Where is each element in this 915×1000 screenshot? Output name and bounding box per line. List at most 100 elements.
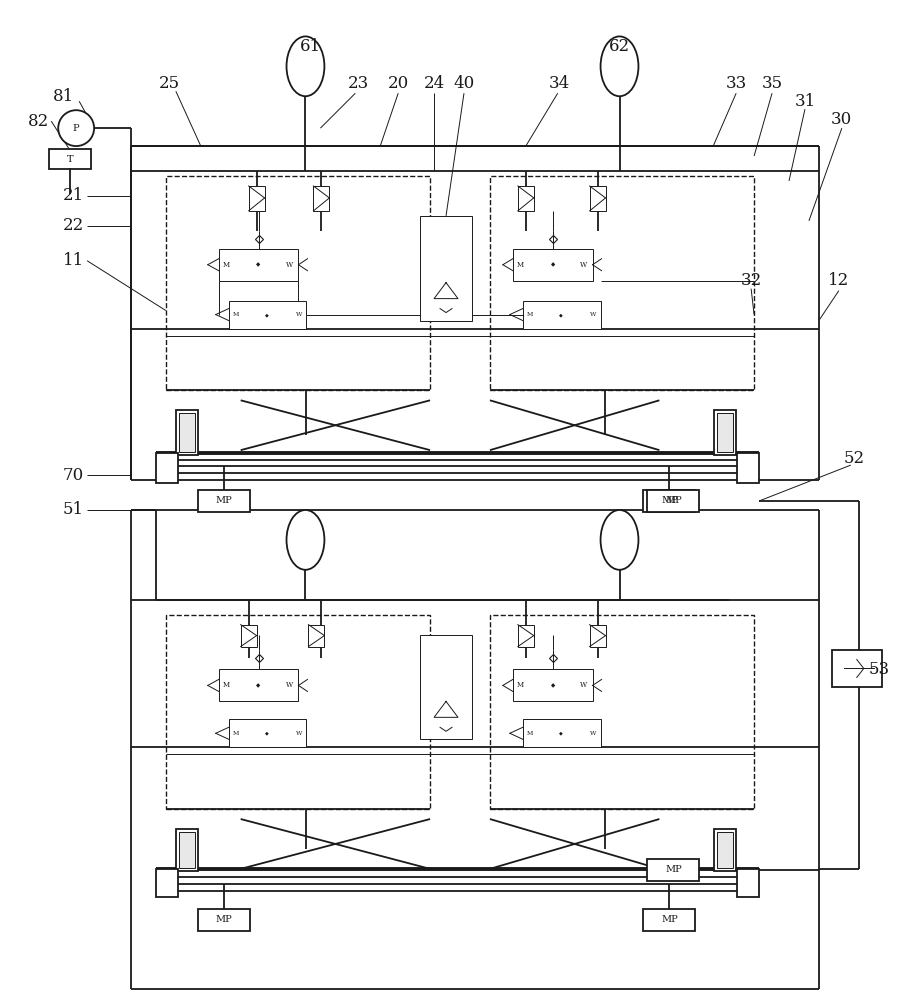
Text: 81: 81 — [52, 88, 74, 105]
Text: MP: MP — [665, 496, 682, 505]
Text: M: M — [232, 731, 239, 736]
Text: W: W — [580, 681, 587, 689]
Text: 34: 34 — [549, 75, 570, 92]
Bar — [178, 413, 195, 452]
Bar — [518, 625, 533, 647]
Bar — [249, 186, 264, 211]
Bar — [490, 176, 754, 390]
Text: 70: 70 — [62, 467, 84, 484]
Bar — [229, 719, 307, 747]
Text: M: M — [517, 681, 524, 689]
Text: 61: 61 — [300, 38, 321, 55]
Text: ◆: ◆ — [264, 731, 268, 736]
Text: P: P — [73, 124, 80, 133]
Text: MP: MP — [215, 915, 232, 924]
Bar — [643, 909, 695, 931]
Bar — [166, 176, 430, 390]
Text: MP: MP — [661, 915, 678, 924]
Text: ◆: ◆ — [256, 683, 261, 688]
Text: ◆: ◆ — [559, 731, 563, 736]
Bar — [198, 909, 250, 931]
Bar — [156, 453, 178, 483]
Ellipse shape — [600, 36, 639, 96]
Text: MP: MP — [215, 496, 232, 505]
Text: ◆: ◆ — [559, 312, 563, 317]
Bar — [219, 249, 298, 281]
Bar — [176, 829, 198, 871]
Text: 30: 30 — [831, 111, 853, 128]
Bar — [420, 216, 472, 321]
Text: 51: 51 — [62, 501, 84, 518]
Bar — [490, 615, 754, 809]
Bar — [314, 186, 329, 211]
Text: 32: 32 — [740, 272, 761, 289]
Bar — [715, 410, 737, 455]
Bar — [648, 859, 699, 881]
Text: 40: 40 — [453, 75, 475, 92]
Text: 33: 33 — [726, 75, 747, 92]
Bar — [832, 650, 882, 687]
Bar — [717, 413, 733, 452]
Text: MP: MP — [665, 865, 682, 874]
Bar — [229, 301, 307, 329]
Text: W: W — [296, 312, 303, 317]
Text: 52: 52 — [844, 450, 865, 467]
Text: 25: 25 — [158, 75, 179, 92]
Text: M: M — [527, 731, 533, 736]
Bar — [198, 490, 250, 512]
Text: M: M — [527, 312, 533, 317]
Ellipse shape — [286, 36, 325, 96]
Text: W: W — [286, 261, 294, 269]
Bar — [176, 410, 198, 455]
Text: ◆: ◆ — [551, 683, 554, 688]
Bar — [420, 635, 472, 739]
Text: 24: 24 — [424, 75, 445, 92]
Text: ◆: ◆ — [256, 262, 261, 267]
Bar — [512, 249, 593, 281]
Bar — [737, 869, 759, 897]
Text: 12: 12 — [828, 272, 849, 289]
Text: 31: 31 — [794, 93, 815, 110]
Bar — [518, 186, 533, 211]
Text: M: M — [222, 261, 230, 269]
Text: 35: 35 — [761, 75, 782, 92]
Text: W: W — [590, 312, 597, 317]
Text: 20: 20 — [388, 75, 409, 92]
Bar — [241, 625, 256, 647]
Bar — [643, 490, 695, 512]
Text: ◆: ◆ — [551, 262, 554, 267]
Text: W: W — [590, 731, 597, 736]
Text: M: M — [517, 261, 524, 269]
Text: 22: 22 — [62, 217, 84, 234]
Text: T: T — [67, 155, 73, 164]
Text: W: W — [580, 261, 587, 269]
Bar — [512, 669, 593, 701]
Bar — [166, 615, 430, 809]
Bar — [156, 869, 178, 897]
Text: M: M — [232, 312, 239, 317]
Bar — [219, 669, 298, 701]
Bar — [717, 832, 733, 868]
Bar — [49, 149, 92, 169]
Bar — [589, 625, 606, 647]
Text: 53: 53 — [868, 661, 889, 678]
Text: 82: 82 — [27, 113, 48, 130]
Bar — [715, 829, 737, 871]
Bar — [737, 453, 759, 483]
Text: M: M — [222, 681, 230, 689]
Bar — [308, 625, 325, 647]
Text: ◆: ◆ — [264, 312, 268, 317]
Text: 11: 11 — [62, 252, 84, 269]
Bar — [522, 719, 600, 747]
Ellipse shape — [600, 510, 639, 570]
Text: W: W — [296, 731, 303, 736]
Text: MP: MP — [661, 496, 678, 505]
Circle shape — [59, 110, 94, 146]
Text: 62: 62 — [609, 38, 630, 55]
Bar — [522, 301, 600, 329]
Bar — [589, 186, 606, 211]
Text: 21: 21 — [62, 187, 84, 204]
Ellipse shape — [286, 510, 325, 570]
Text: 23: 23 — [348, 75, 369, 92]
Bar — [178, 832, 195, 868]
